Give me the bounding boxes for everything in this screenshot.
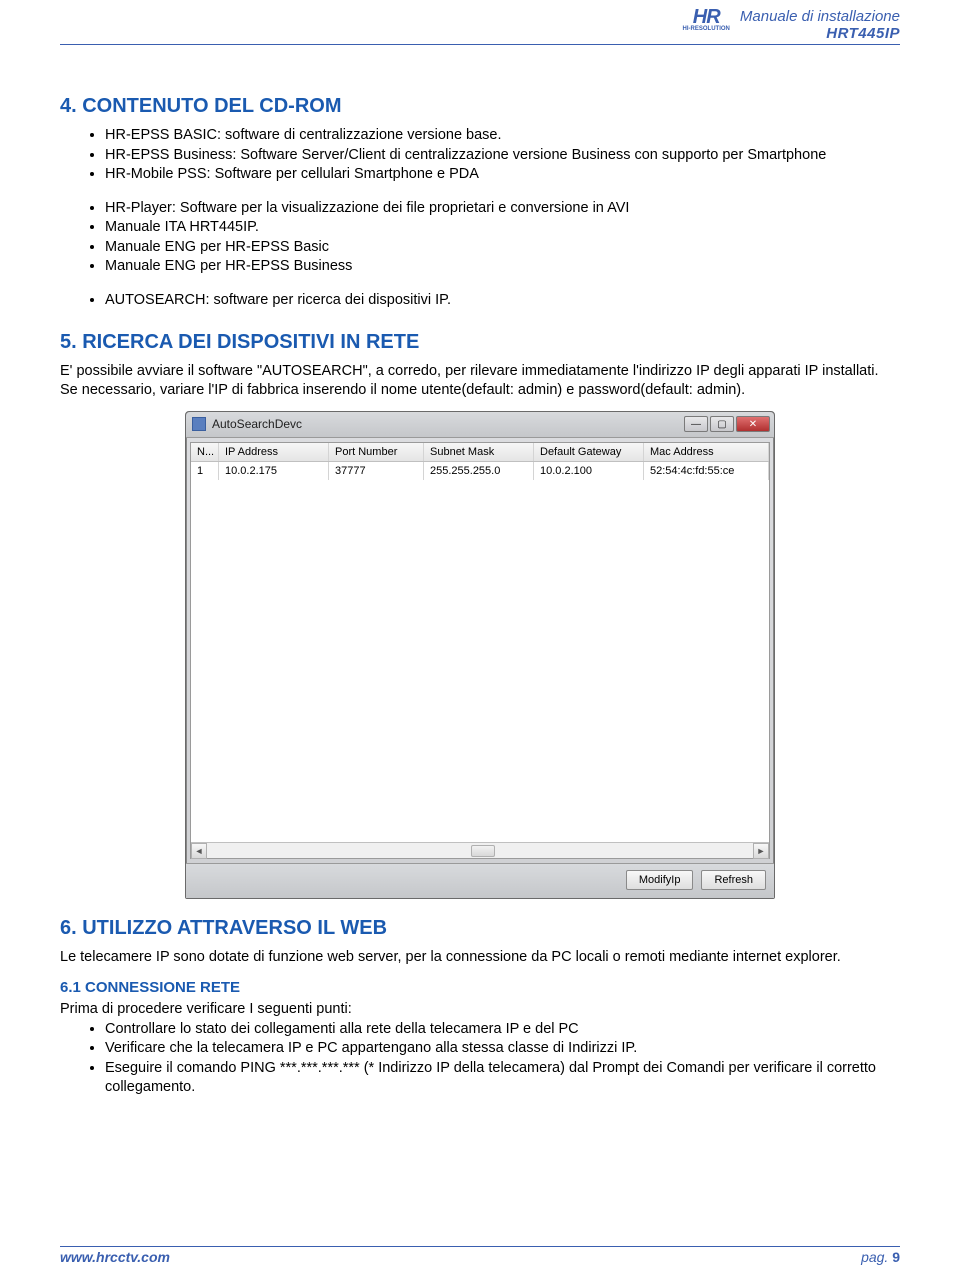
- footer-url: www.hrcctv.com: [60, 1249, 170, 1265]
- window-button-bar: ModifyIp Refresh: [186, 863, 774, 898]
- cell-mac: 52:54:4c:fd:55:ce: [644, 462, 769, 480]
- footer-page: pag. 9: [861, 1249, 900, 1265]
- list-item: Eseguire il comando PING ***.***.***.***…: [105, 1059, 900, 1098]
- section-6-1-list: Controllare lo stato dei collegamenti al…: [60, 1020, 900, 1098]
- section-6-1-title: 6.1 CONNESSIONE RETE: [60, 979, 900, 996]
- table-row[interactable]: 1 10.0.2.175 37777 255.255.255.0 10.0.2.…: [191, 462, 769, 480]
- footer-page-label: pag.: [861, 1249, 888, 1265]
- grid-body: 1 10.0.2.175 37777 255.255.255.0 10.0.2.…: [191, 462, 769, 842]
- doc-model: HRT445IP: [740, 25, 900, 42]
- page-footer: www.hrcctv.com pag. 9: [60, 1246, 900, 1265]
- section-5-intro: E' possibile avviare il software "AUTOSE…: [60, 362, 900, 401]
- header-text-block: Manuale di installazione HRT445IP: [740, 8, 900, 42]
- list-item: Verificare che la telecamera IP e PC app…: [105, 1039, 900, 1059]
- page-header: HR HI-RESOLUTION Manuale di installazion…: [60, 0, 900, 45]
- page-content: 4. CONTENUTO DEL CD-ROM HR-EPSS BASIC: s…: [60, 45, 900, 1098]
- list-item: Manuale ENG per HR-EPSS Basic: [105, 238, 900, 258]
- list-item: HR-Player: Software per la visualizzazio…: [105, 199, 900, 219]
- cell-gw: 10.0.2.100: [534, 462, 644, 480]
- list-item: Manuale ENG per HR-EPSS Business: [105, 257, 900, 277]
- scroll-thumb[interactable]: [471, 845, 495, 857]
- list-item: AUTOSEARCH: software per ricerca dei dis…: [105, 291, 900, 311]
- cell-n: 1: [191, 462, 219, 480]
- section-6-intro: Le telecamere IP sono dotate di funzione…: [60, 948, 900, 968]
- col-header-mask[interactable]: Subnet Mask: [424, 443, 534, 461]
- refresh-button[interactable]: Refresh: [701, 870, 766, 890]
- window-inner: N... IP Address Port Number Subnet Mask …: [190, 442, 770, 859]
- doc-title: Manuale di installazione: [740, 8, 900, 25]
- titlebar-buttons: — ▢ ✕: [684, 416, 770, 432]
- cell-mask: 255.255.255.0: [424, 462, 534, 480]
- section-4-list-c: AUTOSEARCH: software per ricerca dei dis…: [60, 291, 900, 311]
- list-item: Manuale ITA HRT445IP.: [105, 218, 900, 238]
- section-5-title: 5. RICERCA DEI DISPOSITIVI IN RETE: [60, 331, 900, 354]
- col-header-port[interactable]: Port Number: [329, 443, 424, 461]
- close-button[interactable]: ✕: [736, 416, 770, 432]
- brand-logo-main: HR: [693, 8, 720, 26]
- section-4-list: HR-EPSS BASIC: software di centralizzazi…: [60, 126, 900, 185]
- col-header-ip[interactable]: IP Address: [219, 443, 329, 461]
- app-icon: [192, 417, 206, 431]
- titlebar-left: AutoSearchDevc: [192, 417, 302, 431]
- modifyip-button[interactable]: ModifyIp: [626, 870, 694, 890]
- footer-page-num: 9: [892, 1249, 900, 1265]
- section-4-list-b: HR-Player: Software per la visualizzazio…: [60, 199, 900, 277]
- window-title: AutoSearchDevc: [212, 417, 302, 431]
- brand-logo-sub: HI-RESOLUTION: [683, 26, 730, 32]
- minimize-button[interactable]: —: [684, 416, 708, 432]
- scroll-right-icon[interactable]: ►: [753, 843, 769, 859]
- list-item: HR-EPSS Business: Software Server/Client…: [105, 146, 900, 166]
- section-6-1-intro: Prima di procedere verificare I seguenti…: [60, 1000, 900, 1020]
- col-header-gw[interactable]: Default Gateway: [534, 443, 644, 461]
- list-item: HR-EPSS BASIC: software di centralizzazi…: [105, 126, 900, 146]
- section-6-title: 6. UTILIZZO ATTRAVERSO IL WEB: [60, 917, 900, 940]
- scroll-left-icon[interactable]: ◄: [191, 843, 207, 859]
- grid-header: N... IP Address Port Number Subnet Mask …: [191, 443, 769, 462]
- window-titlebar: AutoSearchDevc — ▢ ✕: [186, 412, 774, 438]
- cell-port: 37777: [329, 462, 424, 480]
- list-item: HR-Mobile PSS: Software per cellulari Sm…: [105, 165, 900, 185]
- brand-logo: HR HI-RESOLUTION: [683, 8, 730, 32]
- horizontal-scrollbar[interactable]: ◄ ►: [191, 842, 769, 858]
- list-item: Controllare lo stato dei collegamenti al…: [105, 1020, 900, 1040]
- col-header-mac[interactable]: Mac Address: [644, 443, 769, 461]
- col-header-n[interactable]: N...: [191, 443, 219, 461]
- cell-ip: 10.0.2.175: [219, 462, 329, 480]
- autosearch-window: AutoSearchDevc — ▢ ✕ N... IP Address Por…: [185, 411, 775, 899]
- maximize-button[interactable]: ▢: [710, 416, 734, 432]
- section-4-title: 4. CONTENUTO DEL CD-ROM: [60, 95, 900, 118]
